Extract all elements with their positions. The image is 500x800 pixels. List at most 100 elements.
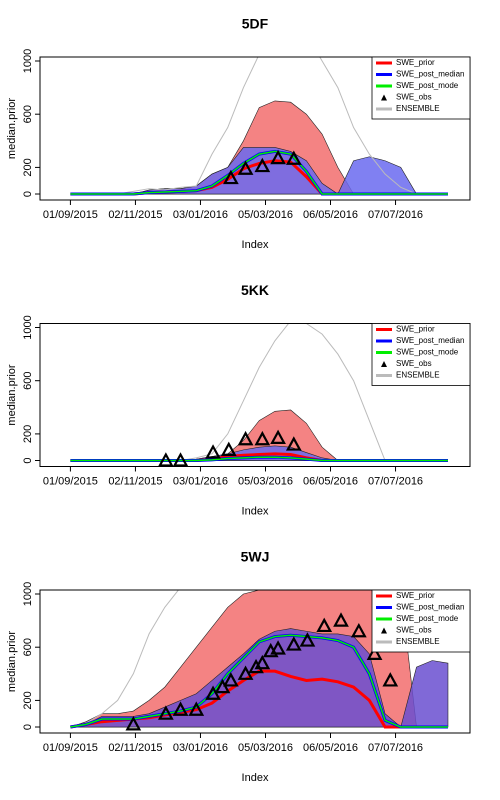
obs-marker xyxy=(316,617,333,633)
x-tick-label: 02/11/2015 xyxy=(108,742,162,754)
series-line xyxy=(70,590,180,728)
y-tick-label: 200 xyxy=(22,425,34,443)
obs-marker xyxy=(270,640,286,655)
panel: 5KK Index median.prior 01/09/2015 02/11/2015… xyxy=(6,282,471,517)
x-tick-label: 03/01/2016 xyxy=(173,209,228,221)
obs-marker xyxy=(254,654,271,670)
x-tick-label: 05/03/2016 xyxy=(238,742,293,754)
chart-title: 5KK xyxy=(241,282,269,298)
obs-marker xyxy=(172,452,189,467)
obs-marker xyxy=(237,430,254,446)
y-axis-label: median.prior xyxy=(6,98,18,159)
legend-label: SWE_obs xyxy=(396,93,432,102)
plot-area xyxy=(70,323,448,467)
obs-marker xyxy=(270,429,286,444)
obs-marker xyxy=(285,636,302,651)
legend-label: ENSEMBLE xyxy=(396,104,440,113)
x-tick-label: 03/01/2016 xyxy=(173,475,228,487)
y-tick-label: 1000 xyxy=(22,582,34,606)
obs-marker xyxy=(158,705,174,720)
legend-label: SWE_post_mode xyxy=(396,614,459,623)
series-line xyxy=(70,57,448,195)
obs-marker xyxy=(382,672,399,687)
x-axis-label: Index xyxy=(242,772,269,784)
legend-label: SWE_post_median xyxy=(396,70,464,79)
y-tick-label: 0 xyxy=(22,191,34,197)
legend-label: SWE_obs xyxy=(396,626,432,635)
obs-marker xyxy=(220,441,237,456)
x-tick-label: 03/01/2016 xyxy=(173,742,228,754)
x-tick-label: 05/03/2016 xyxy=(238,475,293,487)
obs-marker xyxy=(223,169,239,185)
y-tick-label: 600 xyxy=(22,105,34,123)
legend-label: SWE_prior xyxy=(396,591,435,600)
x-axis-label: Index xyxy=(242,505,269,517)
obs-marker xyxy=(237,160,254,175)
y-tick-label: 1000 xyxy=(22,49,34,73)
x-tick-label: 01/09/2015 xyxy=(43,742,98,754)
y-tick-label: 600 xyxy=(22,372,34,390)
obs-marker xyxy=(248,658,264,674)
y-tick-label: 1000 xyxy=(22,315,34,339)
legend-label: SWE_post_median xyxy=(396,336,464,345)
y-axis-label: median.prior xyxy=(6,364,18,425)
ensemble-band xyxy=(70,628,449,728)
obs-marker xyxy=(223,672,239,687)
x-tick-label: 01/09/2015 xyxy=(43,475,98,487)
chart-title: 5DF xyxy=(242,16,269,32)
panel: 5DF Index median.prior 01/09/2015 02/11/2015… xyxy=(6,16,471,251)
obs-marker xyxy=(214,678,231,694)
x-tick-label: 06/05/2016 xyxy=(303,475,358,487)
legend-label: ENSEMBLE xyxy=(396,637,440,646)
y-tick-label: 0 xyxy=(22,724,34,730)
obs-marker xyxy=(285,436,302,451)
legend-label: SWE_post_mode xyxy=(396,81,459,90)
series-line xyxy=(70,456,448,462)
obs-marker xyxy=(205,444,221,459)
x-tick-label: 07/07/2016 xyxy=(368,742,423,754)
x-tick-label: 06/05/2016 xyxy=(303,742,358,754)
obs-marker xyxy=(237,665,254,680)
y-tick-label: 200 xyxy=(22,158,34,176)
x-axis-label: Index xyxy=(242,239,269,251)
plot-frame xyxy=(39,589,471,734)
obs-marker xyxy=(188,701,205,716)
legend-label: SWE_post_mode xyxy=(396,348,459,357)
plot-frame xyxy=(39,56,471,201)
y-axis-label: median.prior xyxy=(6,631,18,692)
legend-label: ENSEMBLE xyxy=(396,371,440,380)
panel: 5WJ Index median.prior 01/09/2015 02/11/2015… xyxy=(6,549,471,784)
x-tick-label: 05/03/2016 xyxy=(238,209,293,221)
x-tick-label: 07/07/2016 xyxy=(368,209,423,221)
legend-label: SWE_post_median xyxy=(396,603,464,612)
obs-marker xyxy=(366,645,383,660)
legend-marker xyxy=(381,94,387,101)
obs-marker xyxy=(205,685,221,700)
x-tick-label: 07/07/2016 xyxy=(368,475,423,487)
series-line xyxy=(70,150,448,195)
x-tick-label: 01/09/2015 xyxy=(43,209,98,221)
plot-area xyxy=(70,590,449,731)
legend-label: SWE_prior xyxy=(396,58,435,67)
obs-marker xyxy=(125,716,142,731)
obs-marker xyxy=(254,157,271,173)
y-tick-label: 200 xyxy=(22,691,34,709)
obs-marker xyxy=(254,430,271,446)
legend-marker xyxy=(381,361,387,367)
y-tick-label: 600 xyxy=(22,638,34,656)
legend-label: SWE_obs xyxy=(396,359,432,368)
obs-marker xyxy=(299,632,316,647)
plot-frame xyxy=(39,323,471,467)
x-tick-label: 06/05/2016 xyxy=(303,209,358,221)
obs-marker xyxy=(285,150,302,165)
x-tick-label: 02/11/2015 xyxy=(108,209,162,221)
y-tick-label: 0 xyxy=(22,457,34,463)
obs-marker xyxy=(333,612,349,627)
obs-marker xyxy=(350,622,367,638)
obs-marker xyxy=(172,701,189,716)
obs-marker xyxy=(270,149,286,165)
x-tick-label: 02/11/2015 xyxy=(108,475,162,487)
obs-marker xyxy=(158,452,174,467)
legend-marker xyxy=(381,627,387,634)
